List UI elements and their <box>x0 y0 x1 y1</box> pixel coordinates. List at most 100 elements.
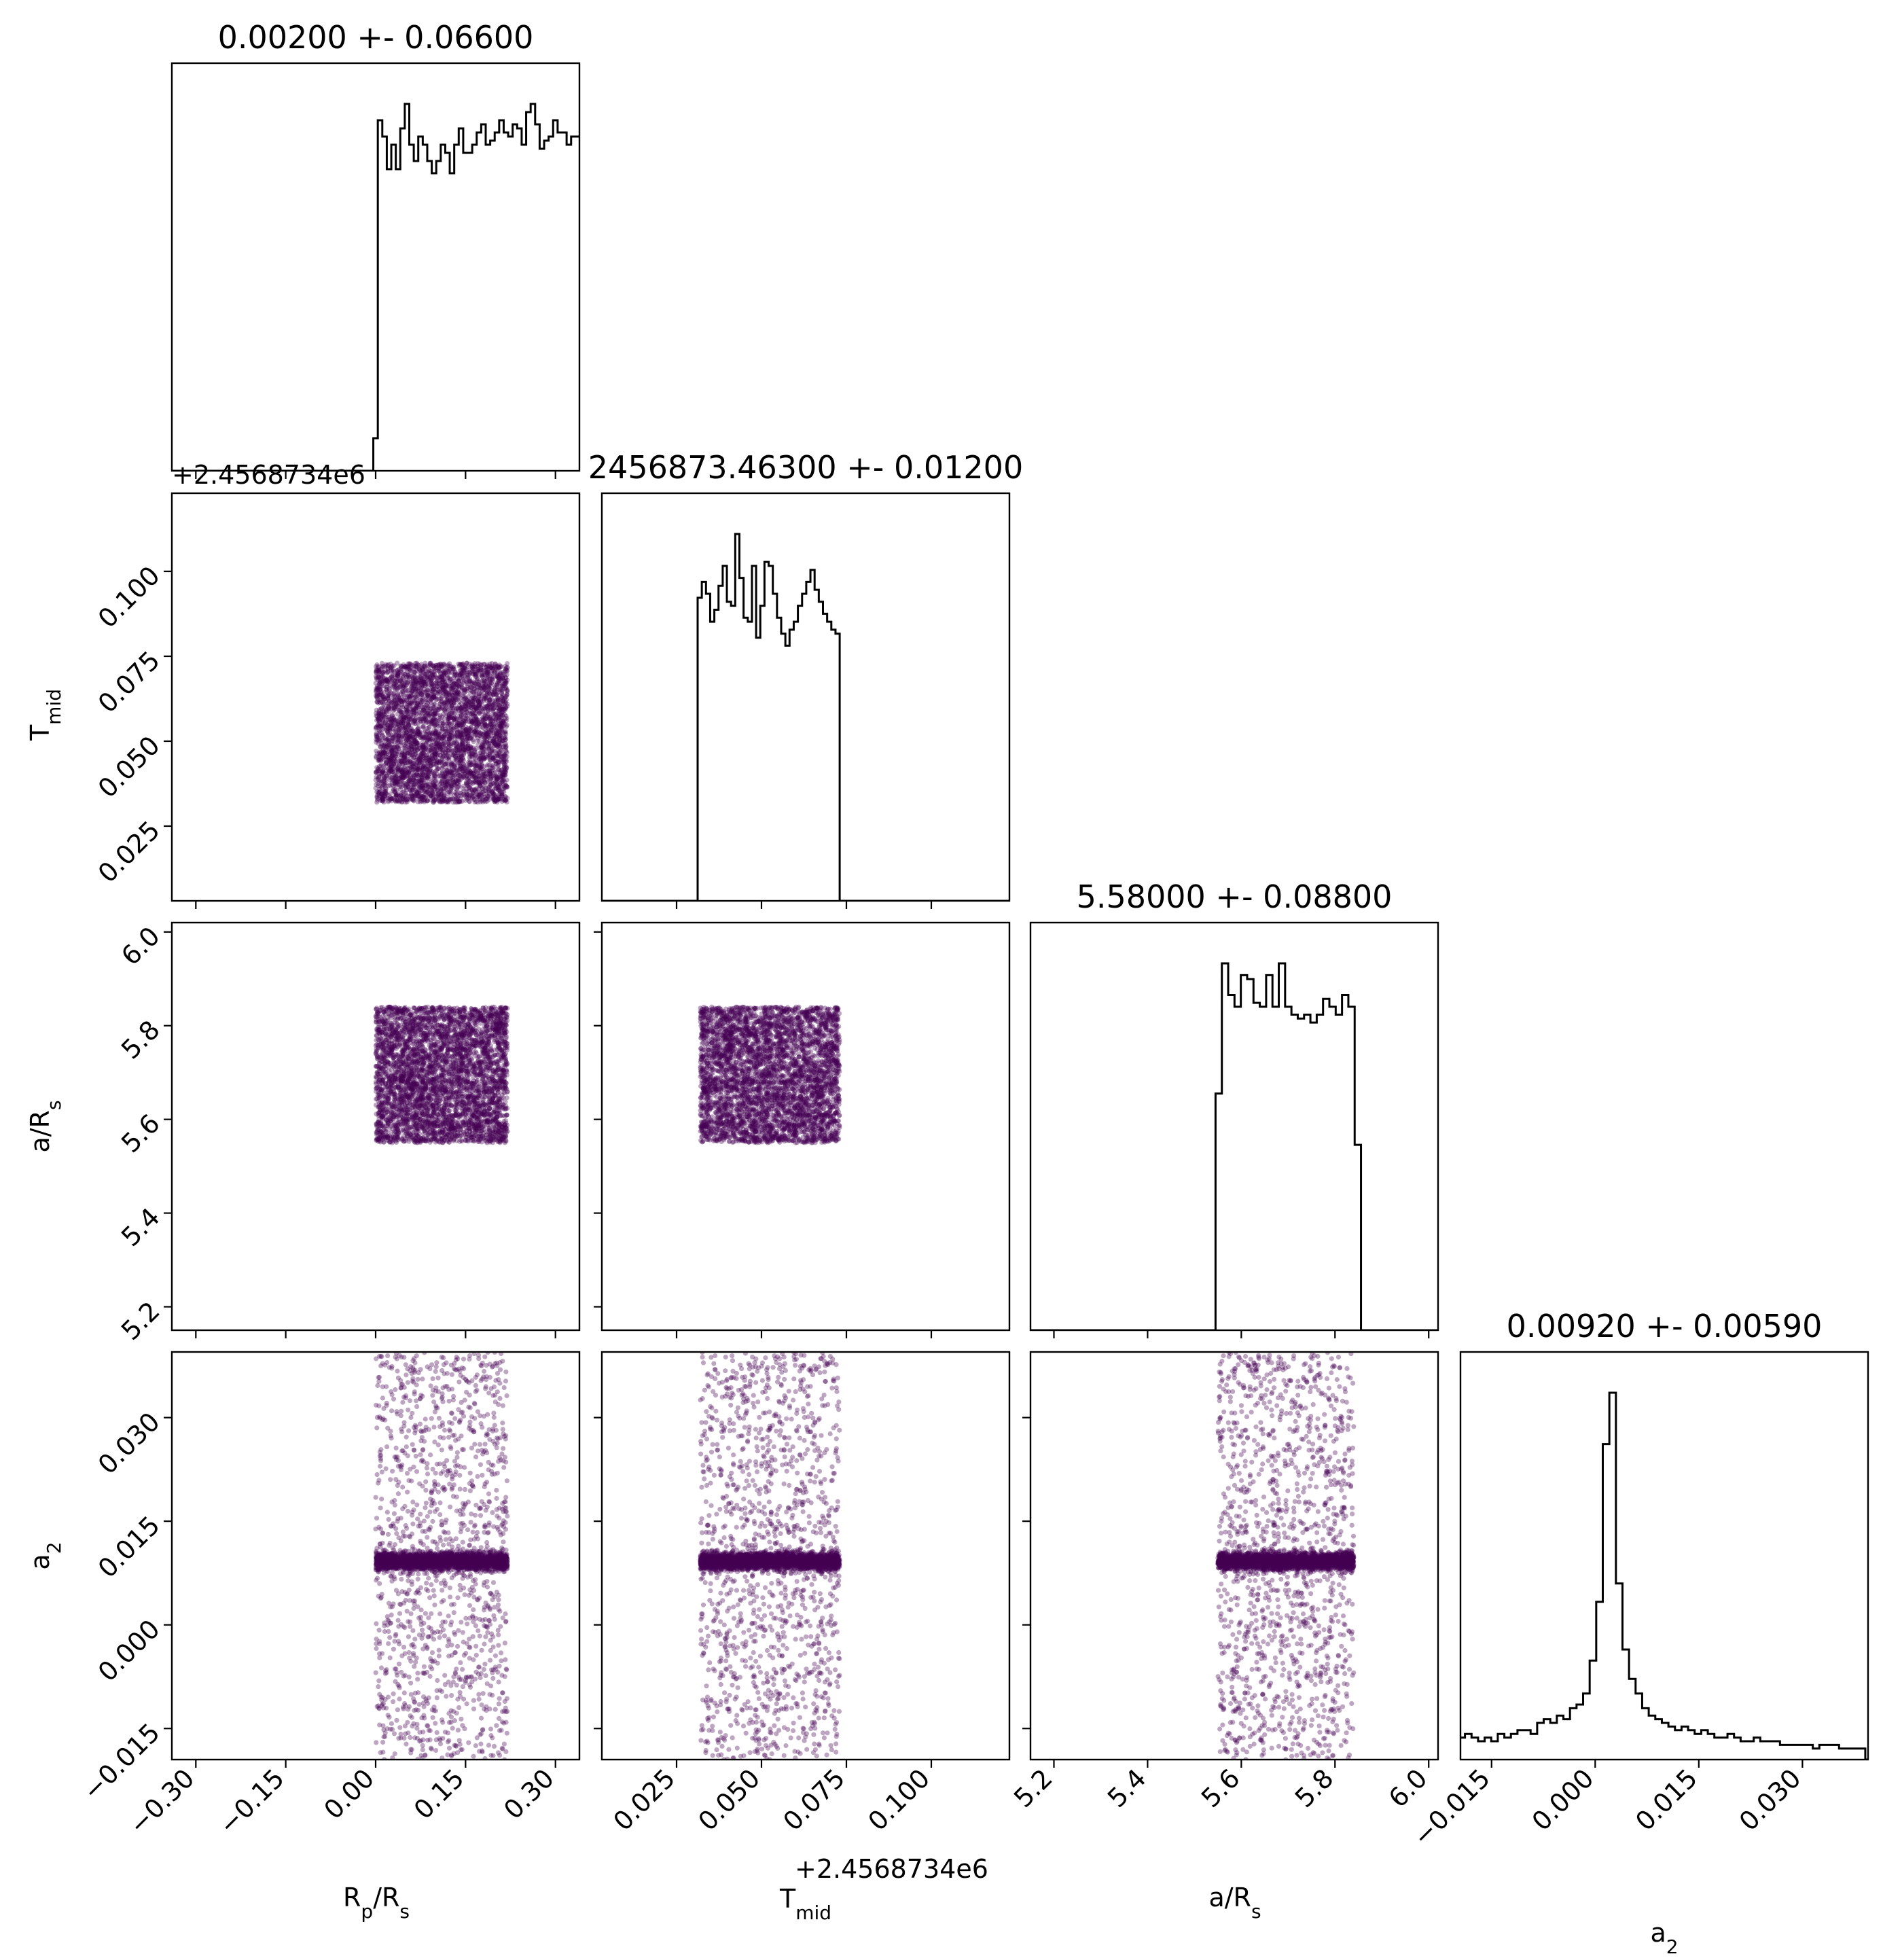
scatter-point <box>490 748 495 753</box>
scatter-point <box>443 703 449 709</box>
scatter-point <box>387 755 393 762</box>
scatter-point <box>389 705 394 710</box>
scatter-point <box>390 758 395 764</box>
scatter-point <box>412 792 418 798</box>
scatter-point <box>486 791 492 797</box>
scatter-point <box>450 796 455 801</box>
scatter-point <box>447 701 452 707</box>
scatter-point <box>461 762 467 767</box>
scatter-point <box>376 766 381 772</box>
scatter-point <box>469 701 475 707</box>
scatter-point <box>378 700 384 705</box>
scatter-point <box>391 716 397 721</box>
scatter-point <box>451 740 456 745</box>
scatter-point <box>488 771 493 777</box>
scatter-point <box>378 698 383 703</box>
scatter-point <box>383 768 389 774</box>
scatter-point <box>412 669 417 675</box>
scatter-point <box>482 673 488 678</box>
scatter-point <box>475 774 480 780</box>
scatter-point <box>446 734 452 739</box>
scatter-point <box>444 771 449 777</box>
scatter-point <box>420 765 425 770</box>
scatter-point <box>440 705 445 710</box>
scatter-point <box>410 772 416 777</box>
scatter-point <box>387 717 393 722</box>
scatter-point <box>438 759 444 764</box>
scatter-point <box>380 768 386 773</box>
scatter-point <box>397 738 402 745</box>
scatter-point <box>429 677 435 683</box>
scatter-point <box>427 743 433 749</box>
scatter-point <box>415 772 420 778</box>
scatter-point <box>403 671 408 677</box>
scatter-point <box>484 691 490 696</box>
scatter-point <box>474 678 480 684</box>
scatter-point <box>435 791 442 796</box>
scatter-point <box>379 792 384 798</box>
scatter-point <box>492 721 497 727</box>
scatter-point <box>436 733 442 739</box>
scatter-point <box>465 738 471 744</box>
scatter-point <box>405 721 410 726</box>
scatter-point <box>480 716 485 721</box>
scatter-point <box>420 740 425 745</box>
scatter-point <box>478 734 484 740</box>
scatter-point <box>501 772 506 777</box>
scatter-point <box>430 753 435 758</box>
scatter-point <box>439 674 444 679</box>
scatter-point <box>447 716 452 721</box>
scatter-point <box>437 798 443 804</box>
scatter-point <box>433 749 438 755</box>
y-tick-label: 0.100 <box>92 560 166 634</box>
scatter-point <box>453 681 459 687</box>
scatter-point <box>409 700 414 706</box>
scatter-point <box>480 772 485 778</box>
scatter-point <box>397 798 403 804</box>
scatter-point <box>452 720 457 726</box>
scatter-point <box>497 750 502 755</box>
scatter-point <box>422 694 427 699</box>
scatter-point <box>398 714 404 719</box>
scatter-point <box>495 675 501 680</box>
scatter-point <box>473 710 478 715</box>
scatter-point <box>416 785 423 790</box>
scatter-point <box>428 758 433 763</box>
scatter-point <box>416 729 421 734</box>
scatter-point <box>396 694 401 699</box>
scatter-point <box>492 749 497 754</box>
scatter-point <box>380 751 385 757</box>
scatter-point <box>477 783 482 789</box>
scatter-point <box>403 714 408 719</box>
scatter-point <box>440 663 446 669</box>
scatter-point <box>429 681 434 686</box>
scatter-point <box>452 790 459 796</box>
scatter-point <box>497 676 503 681</box>
scatter-point <box>456 753 463 759</box>
scatter-point <box>442 670 448 675</box>
scatter-point <box>485 707 490 713</box>
scatter-point <box>462 775 467 781</box>
scatter-point <box>450 666 455 672</box>
scatter-point <box>449 785 455 790</box>
scatter-point <box>486 745 492 750</box>
scatter-point <box>476 710 482 715</box>
scatter-point <box>376 758 381 764</box>
scatter-point <box>503 730 508 735</box>
scatter-point <box>420 698 425 705</box>
scatter-point <box>429 769 435 774</box>
scatter-point <box>407 694 412 699</box>
scatter-point <box>456 721 462 728</box>
scatter-point <box>379 743 384 749</box>
scatter-point <box>473 721 478 727</box>
scatter-point <box>502 735 508 741</box>
scatter-point <box>398 676 404 681</box>
scatter-point <box>418 679 424 685</box>
scatter-point <box>377 728 382 734</box>
scatter-point <box>389 750 395 755</box>
scatter-point <box>433 755 438 760</box>
scatter-point <box>380 798 385 804</box>
scatter-point <box>453 753 459 760</box>
scatter-point <box>458 662 463 668</box>
scatter-point <box>503 705 509 711</box>
